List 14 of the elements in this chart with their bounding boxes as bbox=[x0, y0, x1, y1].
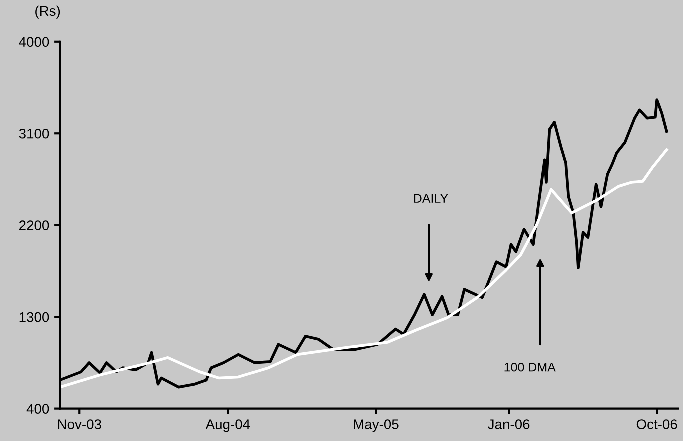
y-axis-title: (Rs) bbox=[36, 6, 60, 19]
y-tick-label: 3100 bbox=[19, 128, 50, 139]
x-tick-label: Jan-06 bbox=[488, 420, 530, 430]
y-tick-label: 4000 bbox=[19, 37, 50, 48]
x-tick-label: Nov-03 bbox=[58, 420, 102, 430]
y-tick-label: 2200 bbox=[19, 220, 50, 231]
line-series bbox=[60, 148, 668, 389]
x-tick-label: May-05 bbox=[354, 420, 399, 432]
annotation: DAILY bbox=[414, 194, 448, 203]
x-tick-label: Aug-04 bbox=[206, 420, 250, 432]
y-tick-label: 400 bbox=[26, 404, 50, 414]
x-tick-label: Oct-06 bbox=[636, 420, 678, 430]
annotation: 100 DMA bbox=[504, 362, 556, 372]
y-tick-label: 1300 bbox=[20, 312, 50, 322]
